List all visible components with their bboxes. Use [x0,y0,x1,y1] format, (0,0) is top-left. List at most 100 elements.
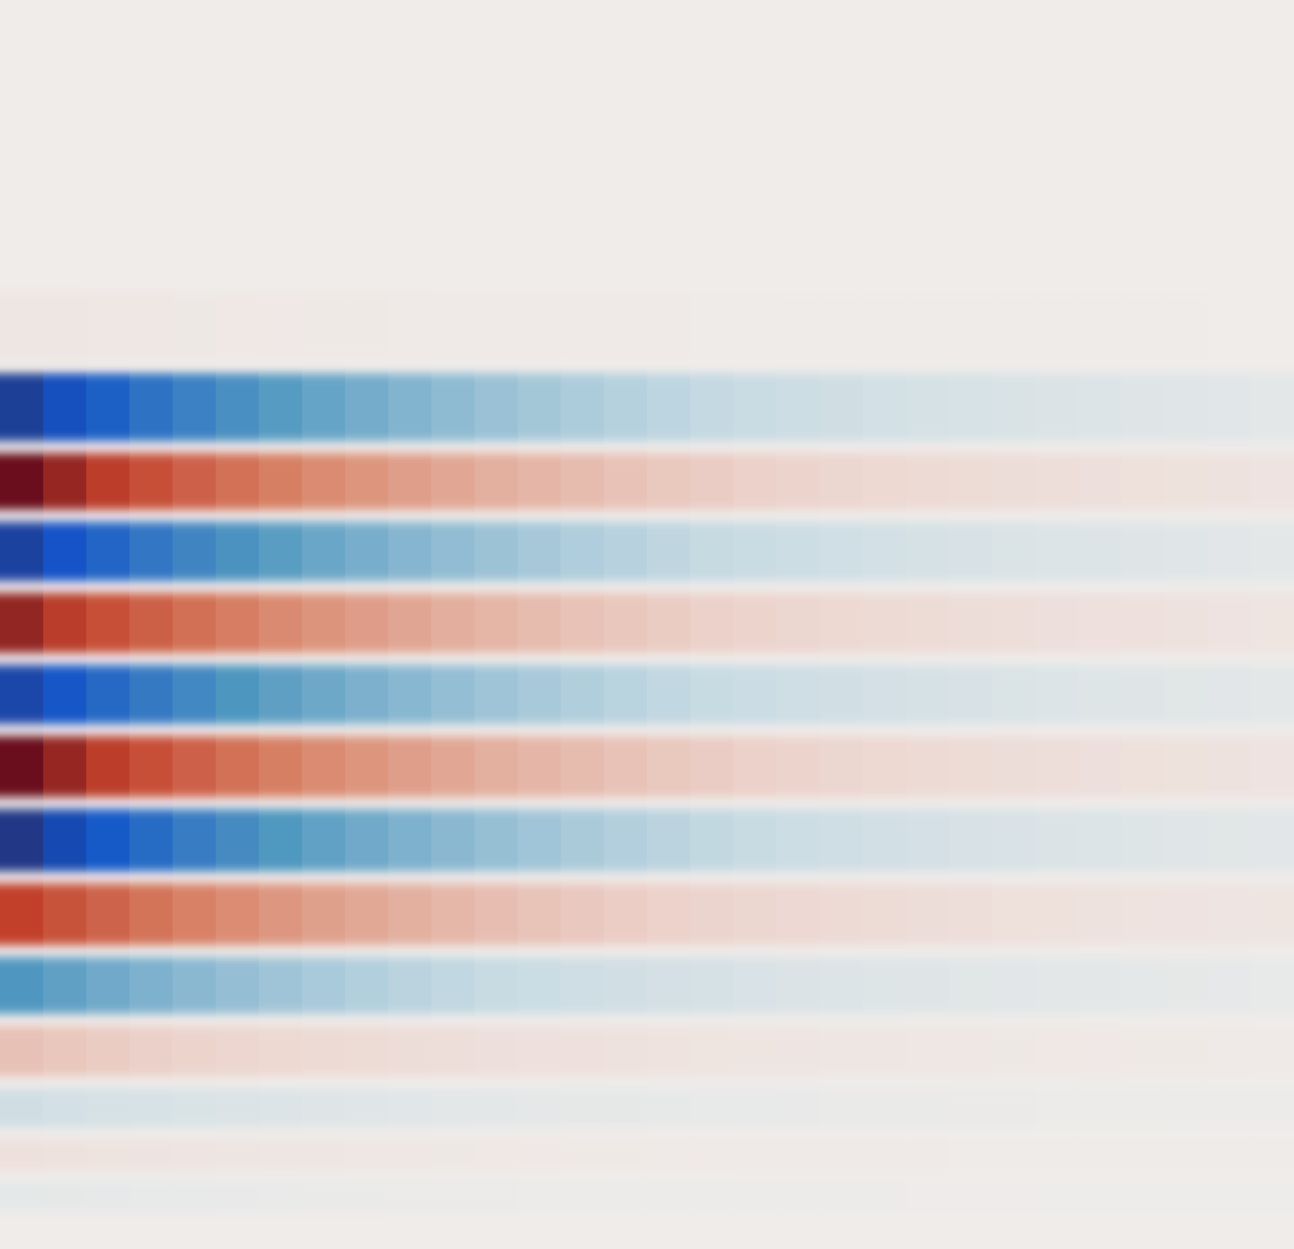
heatmap-cell [1250,521,1294,582]
heatmap-cell [474,957,519,1014]
heatmap-cell [431,1220,476,1246]
heatmap-cell [301,373,346,442]
heatmap-cell [733,373,777,442]
heatmap-cell [948,664,993,725]
heatmap-cell [517,736,562,798]
heatmap-cell [86,87,130,138]
heatmap-cell [862,373,907,442]
heatmap-cell [1078,453,1123,510]
heatmap-cell [560,883,605,946]
heatmap-cell [948,593,993,653]
heatmap-cell [172,453,217,510]
heatmap-cell [819,453,864,510]
heatmap-cell [1035,593,1079,653]
heatmap-cell [603,1180,648,1212]
heatmap-cell [1035,453,1079,510]
heatmap-cell [560,736,605,798]
heatmap-cell [129,883,174,946]
heatmap-cell [258,1220,303,1246]
heatmap-cell [690,809,734,872]
heatmap-cell [301,87,346,138]
heatmap-cell [345,664,389,725]
heatmap-cell [517,6,562,76]
heatmap-cell [301,1220,346,1246]
heatmap-cell [603,1138,648,1171]
heatmap-cell [1121,1138,1166,1171]
heatmap-cell [1035,664,1079,725]
heatmap-cell [690,1220,734,1246]
heatmap-cell [1164,593,1209,653]
heatmap-cell [603,809,648,872]
heatmap-cell [647,87,691,138]
heatmap-cell [258,292,303,362]
heatmap-cell [258,521,303,582]
heatmap-cell [733,149,777,207]
heatmap-cell [1207,1138,1252,1171]
heatmap-cell [1078,521,1123,582]
heatmap-cell [560,87,605,138]
heatmap-cell [733,6,777,76]
heatmap-cell [647,453,691,510]
heatmap-cell [647,149,691,207]
heatmap-cell [129,957,174,1014]
heatmap-cell [474,593,519,653]
heatmap-cell [733,1180,777,1212]
heatmap-cell [43,1220,87,1246]
heatmap-cell [1164,1025,1209,1077]
heatmap-cell [690,1025,734,1077]
heatmap-cell [647,957,691,1014]
heatmap-cell [948,292,993,362]
heatmap-cell [0,6,44,76]
heatmap-cell [43,87,87,138]
heatmap-cell [43,1088,87,1128]
heatmap-cell [948,373,993,442]
heatmap-cell [862,6,907,76]
heatmap-cell [862,521,907,582]
heatmap-cell [172,883,217,946]
heatmap-cell [431,593,476,653]
heatmap-cell [431,218,476,281]
heatmap-cell [992,149,1036,207]
heatmap-cell [258,1180,303,1212]
heatmap-cell [345,593,389,653]
heatmap-cell [86,1138,130,1171]
heatmap-cell [1121,1180,1166,1212]
heatmap-cell [1078,957,1123,1014]
heatmap-cell [603,373,648,442]
heatmap-cell [603,664,648,725]
heatmap-cell [733,1088,777,1128]
heatmap-cell [948,1180,993,1212]
heatmap-cell [1164,521,1209,582]
heatmap-cell [474,373,519,442]
heatmap-cell [301,736,346,798]
heatmap-cell [1035,521,1079,582]
heatmap-cell [1207,292,1252,362]
heatmap-cell [0,1220,44,1246]
heatmap-cell [474,87,519,138]
heatmap-cell [517,218,562,281]
heatmap-cell [647,1138,691,1171]
heatmap-cell [690,292,734,362]
heatmap-cell [690,1180,734,1212]
heatmap-cell [862,453,907,510]
heatmap-cell [1121,292,1166,362]
heatmap-cell [603,6,648,76]
heatmap-cell [1207,883,1252,946]
heatmap-cell [43,149,87,207]
heatmap-cell [0,218,44,281]
heatmap-cell [948,521,993,582]
heatmap-cell [819,87,864,138]
heatmap-cell [172,1138,217,1171]
heatmap-cell [862,1180,907,1212]
heatmap-cell [1035,292,1079,362]
heatmap-cell [1250,149,1294,207]
heatmap-cell [819,1220,864,1246]
heatmap-cell [647,6,691,76]
heatmap-cell [1207,218,1252,281]
heatmap-cell [0,1025,44,1077]
heatmap-cell [258,149,303,207]
heatmap-cell [0,883,44,946]
heatmap-cell [560,149,605,207]
heatmap-cell [776,292,821,362]
heatmap-cell [776,149,821,207]
